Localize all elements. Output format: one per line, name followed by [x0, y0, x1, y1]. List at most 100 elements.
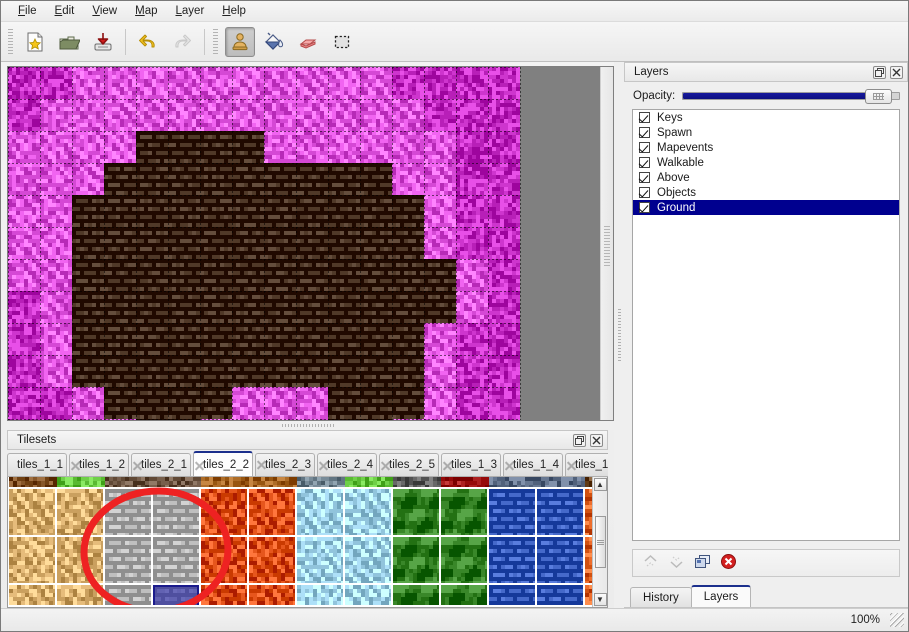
layer-visibility-checkbox[interactable] — [639, 157, 650, 168]
menu-map[interactable]: Map — [126, 3, 166, 19]
layer-list[interactable]: Keys Spawn Mapevents Walkable Above Objects Gr… — [632, 109, 900, 541]
save-disk-icon — [94, 32, 112, 50]
menu-layer-rest: ayer — [181, 5, 205, 17]
tilesets-close-button[interactable] — [590, 433, 603, 447]
tileset-tab-close-icon[interactable] — [380, 460, 391, 471]
layer-row[interactable]: Ground — [633, 200, 899, 215]
tileset-tab-tiles_1_3[interactable]: tiles_1_3 — [441, 453, 501, 476]
tileset-tab-close-icon[interactable] — [70, 460, 81, 471]
map-vertical-scrollbar[interactable] — [600, 67, 613, 420]
opacity-slider-handle[interactable] — [865, 88, 893, 104]
tilesets-dock-title: Tilesets — [17, 434, 57, 446]
layer-visibility-checkbox[interactable] — [639, 202, 650, 213]
menu-map-accel: M — [135, 5, 145, 17]
tileset-tab-close-icon[interactable] — [256, 459, 267, 470]
layer-row[interactable]: Mapevents — [633, 140, 899, 155]
rectangle-select-icon — [334, 35, 350, 48]
tileset-panel: ▲ ▼ — [7, 477, 608, 608]
tileset-tab-close-icon[interactable] — [132, 460, 143, 471]
toolbar-separator-1 — [125, 28, 126, 55]
duplicate-layer-button[interactable] — [692, 553, 712, 573]
tileset-tab-close-icon[interactable] — [442, 460, 453, 471]
menu-help[interactable]: Help — [213, 3, 255, 19]
menu-edit-rest: dit — [62, 5, 75, 17]
raise-layer-button — [640, 553, 660, 573]
redo-button — [167, 27, 197, 57]
layer-visibility-checkbox[interactable] — [639, 112, 650, 123]
eraser-button[interactable] — [293, 27, 323, 57]
main-toolbar — [1, 22, 908, 62]
tileset-tab-bar[interactable]: tiles_1_1 tiles_1_2 tiles_2_1 tiles_2_2 tile… — [7, 450, 608, 477]
menu-map-rest: ap — [144, 5, 158, 17]
map-view[interactable] — [7, 66, 614, 421]
toolbar-separator-2 — [204, 28, 205, 55]
float-window-icon — [575, 435, 584, 445]
tileset-tab-close-icon[interactable] — [194, 460, 205, 471]
toolbar-grip[interactable] — [7, 28, 14, 55]
menu-edit-accel: E — [54, 5, 63, 17]
map-canvas[interactable] — [8, 67, 613, 420]
open-map-button[interactable] — [54, 27, 84, 57]
menu-layer-accel: L — [175, 5, 182, 17]
tileset-vertical-scrollbar[interactable]: ▲ ▼ — [592, 477, 607, 607]
layer-row[interactable]: Objects — [633, 185, 899, 200]
tileset-canvas[interactable] — [8, 477, 592, 605]
layer-row[interactable]: Keys — [633, 110, 899, 125]
tileset-grid[interactable] — [8, 477, 592, 607]
layer-visibility-checkbox[interactable] — [639, 127, 650, 138]
layers-dock: Layers Opacity: — [624, 62, 908, 608]
vertical-splitter[interactable] — [614, 62, 624, 608]
tools-toolbar-grip[interactable] — [212, 28, 219, 55]
stamp-brush-button[interactable] — [225, 26, 255, 57]
layers-dock-title: Layers — [634, 66, 669, 78]
tileset-tab-close-icon[interactable] — [504, 460, 515, 471]
layer-visibility-checkbox[interactable] — [639, 142, 650, 153]
horizontal-splitter[interactable] — [1, 421, 614, 430]
central-area: Tilesets tiles_1_1 tiles_1_2 til — [1, 62, 908, 608]
tileset-tab-label: tiles_1_2 — [79, 459, 126, 471]
layer-action-bar — [632, 549, 900, 577]
layers-dock-titlebar: Layers — [624, 62, 908, 82]
layers-float-button[interactable] — [873, 65, 886, 79]
close-icon — [892, 68, 901, 76]
layers-close-button[interactable] — [890, 65, 903, 79]
tileset-tab-close-icon[interactable] — [318, 460, 329, 471]
save-map-button[interactable] — [88, 27, 118, 57]
tileset-tab-label: tiles_2_5 — [389, 459, 436, 471]
layer-row[interactable]: Walkable — [633, 155, 899, 170]
layer-row[interactable]: Above — [633, 170, 899, 185]
tileset-tab-tiles_1_1[interactable]: tiles_1_1 — [7, 453, 67, 476]
tileset-tab-tiles_1_2[interactable]: tiles_1_2 — [69, 453, 129, 476]
dock-tab-layers[interactable]: Layers — [690, 585, 752, 607]
tileset-tab-close-icon[interactable] — [566, 460, 577, 471]
menu-layer[interactable]: Layer — [167, 3, 214, 19]
scroll-down-button[interactable]: ▼ — [593, 593, 607, 606]
tileset-tab-label: tiles_2_4 — [327, 459, 374, 471]
dock-tab-history[interactable]: History — [630, 587, 692, 607]
opacity-slider-fill — [683, 93, 877, 99]
scroll-up-button[interactable]: ▲ — [593, 478, 607, 491]
resize-grip-icon[interactable] — [890, 613, 904, 627]
scrollbar-thumb[interactable] — [594, 516, 606, 568]
bucket-fill-icon — [264, 32, 284, 50]
undo-button[interactable] — [133, 27, 163, 57]
new-map-button[interactable] — [20, 27, 50, 57]
float-window-icon — [875, 67, 884, 77]
menu-edit[interactable]: Edit — [46, 3, 84, 19]
rectangle-select-button[interactable] — [327, 27, 357, 57]
tileset-tab-label: tiles_2_2 — [203, 458, 250, 471]
close-icon — [592, 436, 601, 444]
opacity-slider[interactable] — [682, 87, 900, 105]
layer-visibility-checkbox[interactable] — [639, 187, 650, 198]
dock-tab-bar[interactable]: History Layers — [624, 585, 908, 608]
tileset-tab-tiles_1_4[interactable]: tiles_1_4 — [503, 453, 563, 476]
layer-row[interactable]: Spawn — [633, 125, 899, 140]
menu-view[interactable]: View — [83, 3, 126, 19]
tileset-tab-tiles_2_1[interactable]: tiles_2_1 — [131, 453, 191, 476]
bucket-fill-button[interactable] — [259, 27, 289, 57]
layer-visibility-checkbox[interactable] — [639, 172, 650, 183]
tilesets-float-button[interactable] — [573, 433, 586, 447]
menu-file[interactable]: File — [9, 3, 46, 19]
delete-layer-button[interactable] — [718, 553, 738, 573]
